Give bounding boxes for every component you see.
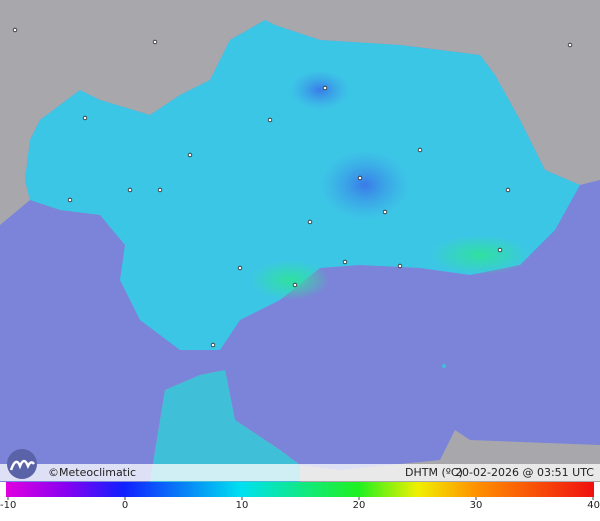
- colorbar-tick-label: 40: [587, 500, 600, 511]
- logo-mark: [9, 459, 35, 471]
- cold-area: [320, 150, 410, 220]
- land-spain: [0, 0, 600, 225]
- colorbar-tick-label: -10: [0, 500, 16, 511]
- variable: DHTM (ºC): [405, 466, 463, 479]
- footer-band: [0, 464, 600, 481]
- timestamp: 20-02-2026 @ 03:51 UTC: [455, 466, 594, 479]
- colorbar-tick-label: 10: [236, 500, 249, 511]
- basemap: [0, 0, 600, 482]
- warm-area: [250, 260, 330, 300]
- warm-area: [430, 235, 530, 275]
- cold-area: [290, 70, 350, 110]
- colorbar-tick-label: 20: [353, 500, 366, 511]
- colorbar-tick-label: 30: [470, 500, 483, 511]
- island: [442, 364, 446, 368]
- credit: ©Meteoclimatic: [48, 466, 136, 479]
- colorbar-tick-label: 0: [122, 500, 128, 511]
- stations: [12, 27, 573, 348]
- region-north-africa: [150, 370, 300, 482]
- colorbar: [6, 482, 594, 497]
